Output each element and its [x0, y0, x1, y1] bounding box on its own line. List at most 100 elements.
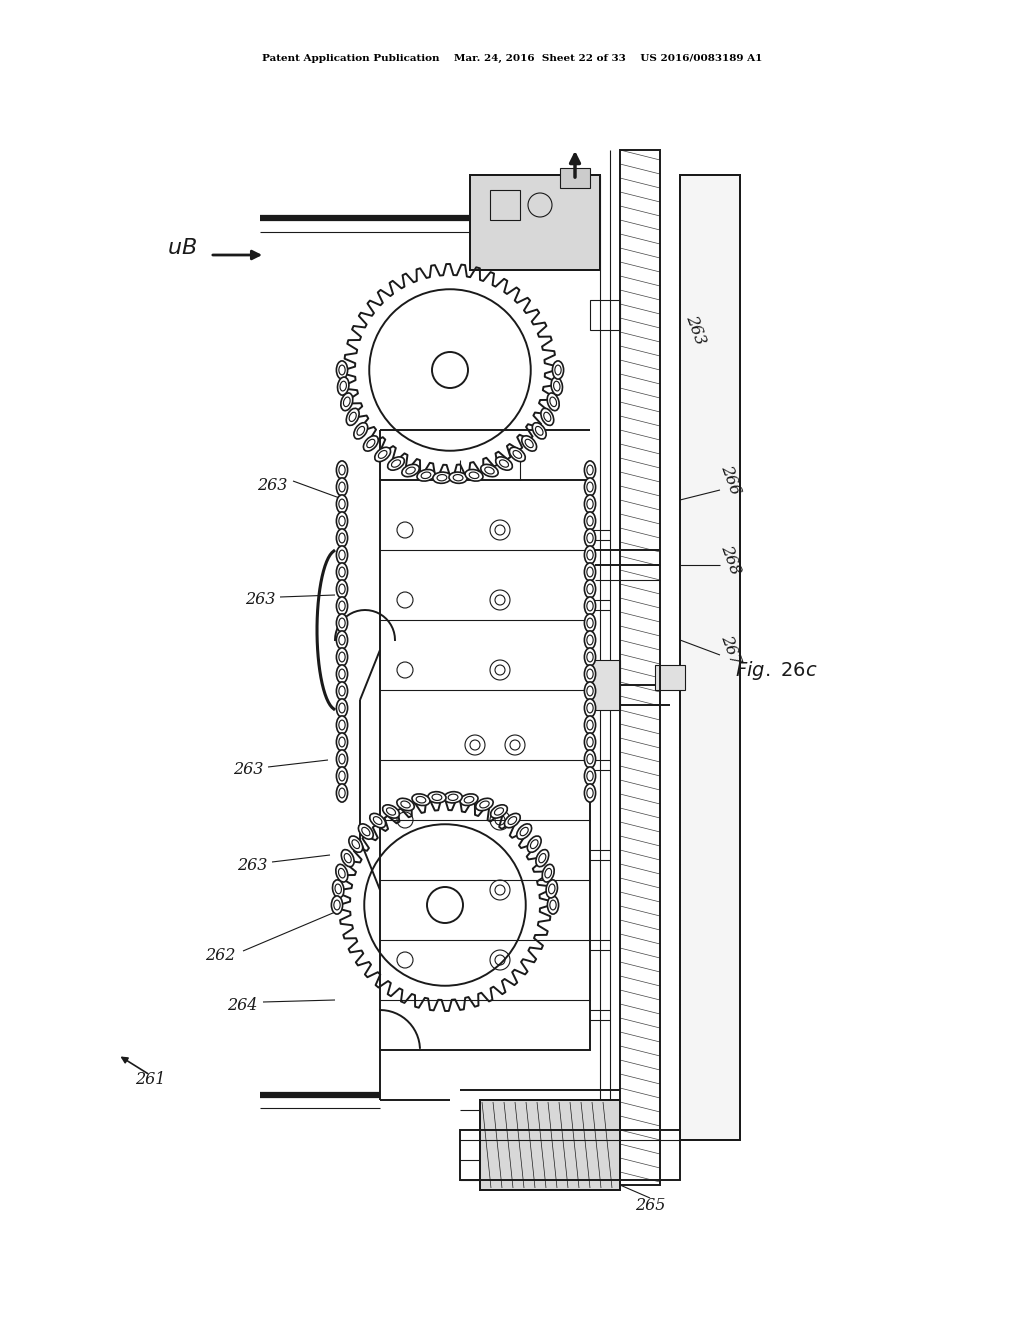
- Ellipse shape: [587, 754, 593, 764]
- Ellipse shape: [337, 767, 347, 785]
- Ellipse shape: [476, 799, 494, 810]
- Ellipse shape: [336, 865, 348, 882]
- Ellipse shape: [520, 828, 528, 836]
- Ellipse shape: [532, 422, 546, 440]
- Ellipse shape: [554, 381, 560, 391]
- Ellipse shape: [587, 583, 593, 594]
- Ellipse shape: [587, 635, 593, 645]
- Ellipse shape: [587, 652, 593, 661]
- Ellipse shape: [536, 426, 543, 436]
- Text: 267: 267: [717, 632, 743, 667]
- Ellipse shape: [339, 869, 345, 878]
- Ellipse shape: [508, 817, 517, 825]
- Ellipse shape: [547, 393, 559, 411]
- Ellipse shape: [428, 792, 446, 803]
- Ellipse shape: [339, 516, 345, 525]
- Ellipse shape: [349, 836, 362, 853]
- Ellipse shape: [339, 465, 345, 475]
- Text: 263: 263: [257, 477, 287, 494]
- Ellipse shape: [339, 686, 345, 696]
- Ellipse shape: [337, 648, 347, 667]
- Ellipse shape: [480, 801, 489, 808]
- Ellipse shape: [338, 378, 349, 395]
- Bar: [480, 1100, 620, 1191]
- Ellipse shape: [339, 635, 345, 645]
- Ellipse shape: [337, 546, 347, 564]
- Ellipse shape: [432, 795, 441, 800]
- Text: 263: 263: [245, 591, 275, 609]
- Ellipse shape: [349, 412, 356, 421]
- Ellipse shape: [587, 618, 593, 628]
- Ellipse shape: [587, 686, 593, 696]
- Ellipse shape: [551, 378, 562, 395]
- Ellipse shape: [433, 473, 451, 483]
- Ellipse shape: [339, 366, 345, 375]
- Ellipse shape: [454, 474, 463, 480]
- Ellipse shape: [585, 597, 596, 615]
- Ellipse shape: [337, 784, 347, 803]
- Ellipse shape: [544, 412, 551, 421]
- Ellipse shape: [339, 550, 345, 560]
- Ellipse shape: [539, 854, 546, 863]
- Ellipse shape: [406, 467, 416, 474]
- Ellipse shape: [585, 648, 596, 667]
- Ellipse shape: [339, 771, 345, 781]
- Ellipse shape: [587, 516, 593, 525]
- Ellipse shape: [525, 440, 534, 447]
- Ellipse shape: [416, 796, 426, 803]
- Ellipse shape: [465, 470, 483, 480]
- Ellipse shape: [585, 614, 596, 632]
- Ellipse shape: [587, 737, 593, 747]
- Ellipse shape: [548, 896, 559, 913]
- Ellipse shape: [444, 792, 462, 803]
- Bar: [655, 665, 685, 690]
- Ellipse shape: [585, 579, 596, 598]
- Ellipse shape: [412, 793, 430, 805]
- Ellipse shape: [341, 850, 354, 867]
- Ellipse shape: [339, 788, 345, 797]
- Ellipse shape: [545, 869, 552, 878]
- Ellipse shape: [469, 473, 479, 479]
- Ellipse shape: [449, 795, 458, 800]
- Ellipse shape: [378, 450, 387, 458]
- Ellipse shape: [541, 408, 554, 425]
- Ellipse shape: [505, 813, 520, 828]
- Ellipse shape: [370, 813, 386, 828]
- Ellipse shape: [587, 550, 593, 560]
- Text: 266: 266: [717, 463, 743, 498]
- Ellipse shape: [587, 704, 593, 713]
- Bar: [590, 660, 620, 710]
- Ellipse shape: [364, 436, 378, 451]
- Ellipse shape: [585, 562, 596, 581]
- Bar: [560, 168, 590, 187]
- Ellipse shape: [383, 805, 399, 818]
- Ellipse shape: [335, 884, 341, 894]
- Ellipse shape: [587, 499, 593, 510]
- Text: Patent Application Publication    Mar. 24, 2016  Sheet 22 of 33    US 2016/00831: Patent Application Publication Mar. 24, …: [262, 54, 762, 62]
- Ellipse shape: [587, 465, 593, 475]
- Ellipse shape: [339, 499, 345, 510]
- Ellipse shape: [490, 805, 507, 818]
- Ellipse shape: [337, 478, 347, 496]
- Bar: [680, 176, 740, 1140]
- Ellipse shape: [585, 461, 596, 479]
- Ellipse shape: [337, 597, 347, 615]
- Ellipse shape: [587, 788, 593, 797]
- Ellipse shape: [509, 447, 525, 462]
- Ellipse shape: [421, 473, 431, 479]
- Bar: [620, 150, 660, 1185]
- Ellipse shape: [337, 495, 347, 513]
- Ellipse shape: [339, 568, 345, 577]
- Ellipse shape: [585, 784, 596, 803]
- Ellipse shape: [401, 465, 419, 477]
- Bar: [470, 176, 600, 271]
- Text: 268: 268: [717, 543, 743, 577]
- Ellipse shape: [585, 715, 596, 734]
- Ellipse shape: [337, 682, 347, 700]
- Ellipse shape: [352, 840, 359, 849]
- Text: 262: 262: [205, 946, 236, 964]
- Bar: [680, 176, 740, 1140]
- Ellipse shape: [339, 669, 345, 678]
- Bar: [490, 190, 520, 220]
- Ellipse shape: [339, 704, 345, 713]
